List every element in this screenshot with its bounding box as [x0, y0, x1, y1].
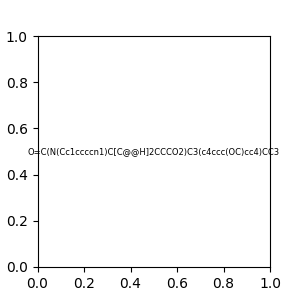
Text: O=C(N(Cc1ccccn1)C[C@@H]2CCCO2)C3(c4ccc(OC)cc4)CC3: O=C(N(Cc1ccccn1)C[C@@H]2CCCO2)C3(c4ccc(O… [28, 147, 280, 156]
